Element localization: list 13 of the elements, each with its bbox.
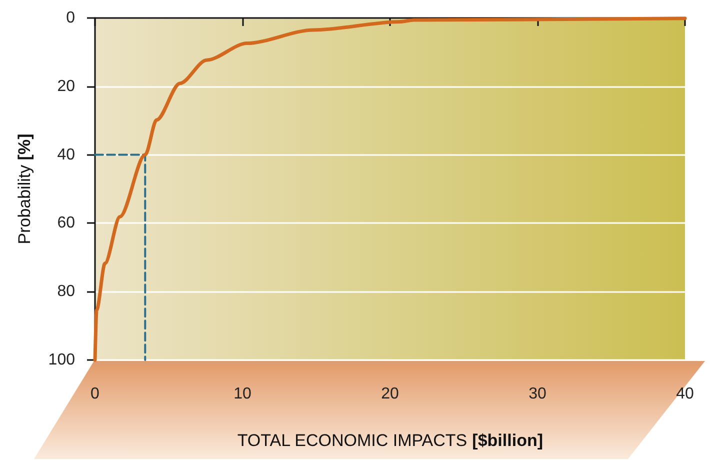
x-tick-label: 40 — [676, 386, 694, 402]
y-tick-label: 0 — [66, 10, 76, 26]
y-tick-label: 20 — [57, 78, 76, 95]
y-tick-label: 40 — [57, 146, 76, 164]
y-tick-label: 80 — [57, 283, 76, 300]
x-tick-label: 20 — [381, 386, 399, 402]
x-tick-label: 10 — [234, 386, 252, 402]
x-tick-label: 0 — [90, 386, 100, 402]
x-tick-label: 30 — [528, 386, 546, 402]
y-axis-title: Probability [%] — [15, 134, 34, 244]
y-tick-label: 60 — [57, 214, 76, 232]
x-axis-title: TOTAL ECONOMIC IMPACTS [$billion] — [237, 431, 544, 450]
y-tick-label: 100 — [48, 352, 76, 368]
